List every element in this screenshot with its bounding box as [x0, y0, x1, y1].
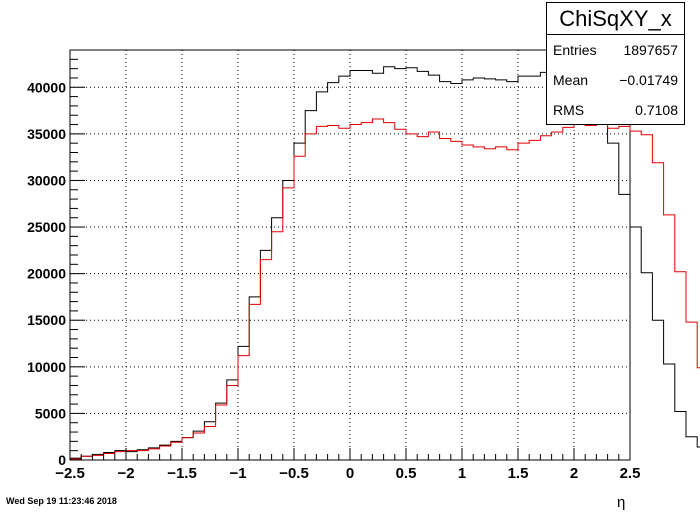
- x-tick-label: 0.5: [396, 465, 417, 482]
- x-tick-label: 1: [458, 465, 466, 482]
- y-tick-label: 20000: [27, 266, 66, 282]
- x-tick-label: −1: [229, 465, 246, 482]
- date-stamp: Wed Sep 19 11:23:46 2018: [6, 496, 117, 506]
- stats-label: RMS: [553, 102, 585, 118]
- stats-value: −0.01749: [619, 72, 678, 88]
- y-tick-label: 5000: [35, 405, 66, 421]
- x-tick-label: −1.5: [167, 465, 197, 482]
- axes: −2.5 −2 −1.5 −1 −0.5 0 0.5 1 1.5 2 2.5 0 5000 10000 15…: [27, 58, 641, 482]
- x-tick-label: −0.5: [279, 465, 309, 482]
- stats-row-entries: Entries 1897657: [547, 35, 684, 65]
- stats-title: ChiSqXY_x: [547, 3, 684, 35]
- x-tick-label: −2.5: [55, 465, 85, 482]
- y-tick-label: 25000: [27, 219, 66, 235]
- x-tick-label: 2: [570, 465, 578, 482]
- x-tick-label: −2: [117, 465, 134, 482]
- histogram-series: [70, 66, 700, 460]
- stats-row-mean: Mean −0.01749: [547, 65, 684, 95]
- y-tick-label: 15000: [27, 312, 66, 328]
- x-tick-label: 0: [346, 465, 354, 482]
- stats-box: ChiSqXY_x Entries 1897657 Mean −0.01749 …: [546, 2, 685, 125]
- y-tick-label: 10000: [27, 359, 66, 375]
- stats-label: Mean: [553, 72, 589, 88]
- stats-value: 0.7108: [635, 102, 678, 118]
- histogram-red-series: [70, 118, 700, 460]
- stats-row-rms: RMS 0.7108: [547, 95, 684, 125]
- stats-value: 1897657: [623, 42, 678, 58]
- x-tick-label: 2.5: [620, 465, 641, 482]
- stats-label: Entries: [553, 42, 597, 58]
- x-tick-label: 1.5: [508, 465, 529, 482]
- y-tick-label: 35000: [27, 126, 66, 142]
- x-axis-title: η: [617, 494, 626, 511]
- y-tick-label: 40000: [27, 79, 66, 95]
- y-tick-label: 30000: [27, 172, 66, 188]
- histogram-black-series: [70, 66, 700, 459]
- y-tick-label: 0: [58, 452, 66, 468]
